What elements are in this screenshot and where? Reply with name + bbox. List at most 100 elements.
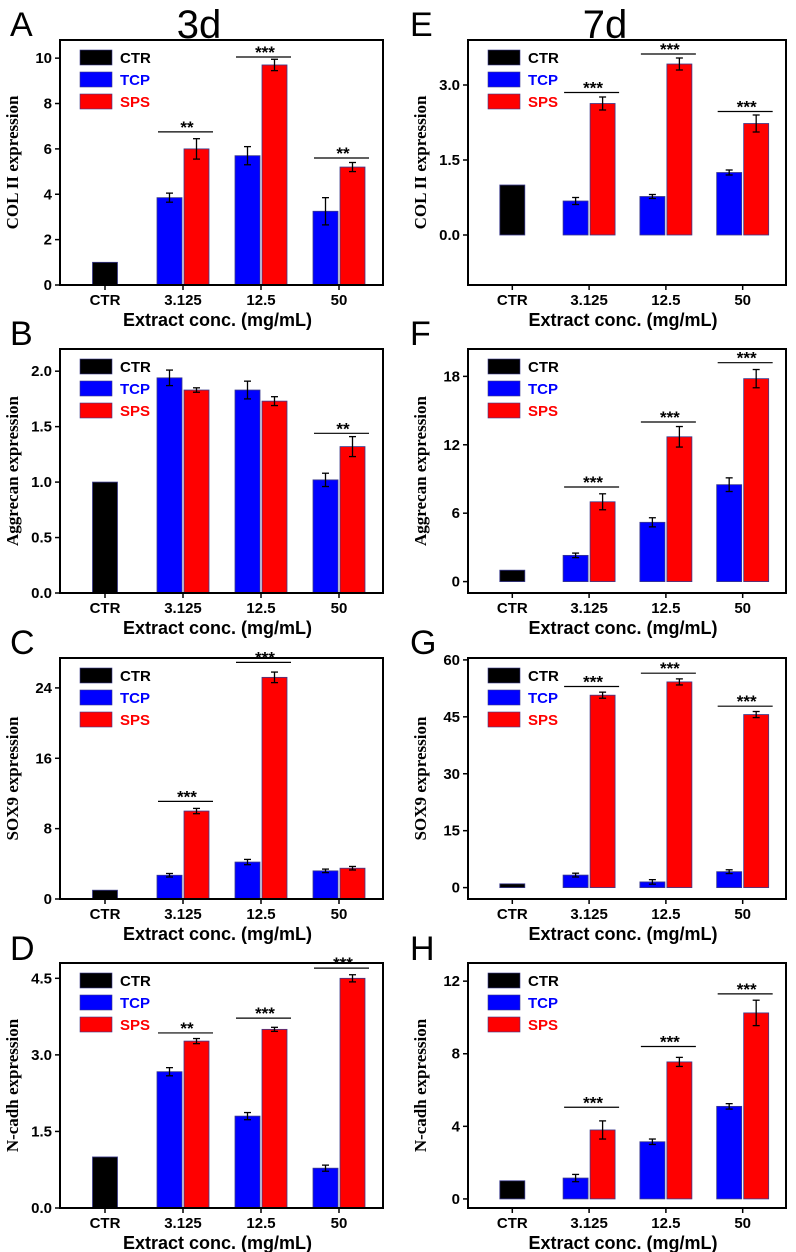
- y-tick-label: 2: [44, 232, 52, 249]
- x-tick-label: 50: [734, 292, 751, 309]
- chart-panel-e: E *** *** *** 0.0 1.5 3.0 CTR 3.125 12.5 50 Extract…: [410, 6, 787, 330]
- y-tick-label: 0.0: [31, 585, 52, 602]
- y-axis-label: SOX9 expression: [411, 716, 430, 840]
- legend-label-ctr: CTR: [528, 359, 559, 376]
- x-tick-label: 50: [734, 906, 751, 923]
- bar-sps-50: [743, 123, 770, 236]
- legend-label-sps: SPS: [528, 712, 558, 729]
- x-axis-label: Extract conc. (mg/mL): [123, 1233, 312, 1252]
- y-axis-label: N-cadh expression: [3, 1018, 22, 1152]
- bar-sps-3.125: [589, 103, 616, 236]
- x-tick-label: 12.5: [246, 1215, 275, 1232]
- x-tick-label: CTR: [90, 600, 121, 617]
- y-axis-label: N-cadh expression: [411, 1018, 430, 1152]
- x-tick-label: 3.125: [570, 292, 608, 309]
- bar-sps-3.125: [183, 810, 210, 900]
- x-tick-label: 3.125: [164, 292, 202, 309]
- legend-label-tcp: TCP: [120, 381, 150, 398]
- x-axis-label: Extract conc. (mg/mL): [528, 310, 717, 330]
- significance-label: ***: [660, 40, 680, 59]
- significance-label: **: [180, 1019, 194, 1038]
- y-tick-label: 2.0: [31, 363, 52, 380]
- panel-letter: D: [10, 930, 35, 968]
- plot-frame: [59, 657, 384, 900]
- bar-sps-50: [339, 977, 366, 1209]
- legend-swatch-ctr: [79, 972, 113, 989]
- y-axis-label: COL II expression: [3, 95, 22, 229]
- legend-swatch-ctr: [487, 972, 521, 989]
- bar-tcp-3.125: [156, 874, 183, 900]
- y-tick-label: 0.0: [31, 1200, 52, 1217]
- legend-label-tcp: TCP: [528, 72, 558, 89]
- y-tick-label: 18: [443, 368, 460, 385]
- y-tick-label: 1.0: [31, 474, 52, 491]
- legend-label-tcp: TCP: [120, 72, 150, 89]
- bar-tcp-50: [716, 484, 743, 582]
- y-tick-label: 0: [452, 574, 460, 591]
- significance-label: ***: [177, 787, 197, 806]
- bar-tcp-3.125: [156, 1071, 183, 1209]
- y-tick-label: 4.5: [31, 970, 52, 987]
- legend-swatch-ctr: [79, 358, 113, 375]
- bar-sps-3.125: [183, 1040, 210, 1209]
- bar-sps-12.5: [666, 681, 693, 889]
- chart-panel-h: H *** *** *** 0 4 8 12 CTR 3.125 12.5 50 Extract con…: [410, 930, 787, 1252]
- significance-label: ***: [583, 1093, 603, 1112]
- bar-tcp-12.5: [234, 389, 261, 594]
- legend-swatch-tcp: [487, 380, 521, 397]
- bar-sps-50: [743, 1012, 770, 1200]
- x-axis-label: Extract conc. (mg/mL): [528, 1233, 717, 1252]
- y-tick-label: 1.5: [31, 419, 52, 436]
- plot-frame: [467, 39, 787, 286]
- legend-swatch-tcp: [79, 71, 113, 88]
- legend-label-sps: SPS: [528, 94, 558, 111]
- bar-sps-3.125: [589, 501, 616, 582]
- legend-swatch-sps: [487, 1016, 521, 1033]
- legend-swatch-tcp: [79, 994, 113, 1011]
- x-tick-label: CTR: [497, 1215, 528, 1232]
- y-tick-label: 0.0: [439, 227, 460, 244]
- significance-label: ***: [660, 408, 680, 427]
- bar-sps-3.125: [183, 148, 210, 286]
- bar-tcp-50: [716, 172, 743, 236]
- x-axis-label: Extract conc. (mg/mL): [123, 618, 312, 638]
- x-tick-label: 50: [331, 1215, 348, 1232]
- bar-tcp-3.125: [156, 377, 183, 594]
- y-tick-label: 8: [44, 96, 52, 113]
- legend-label-sps: SPS: [120, 712, 150, 729]
- bar-tcp-3.125: [562, 200, 589, 236]
- y-tick-label: 12: [443, 973, 460, 990]
- panel-letter: H: [410, 930, 435, 968]
- y-axis-label: Aggrecan expression: [3, 395, 22, 546]
- bar-ctr-CTR: [92, 481, 118, 594]
- significance-label: ***: [255, 1004, 275, 1023]
- bar-tcp-3.125: [562, 554, 589, 582]
- legend-label-tcp: TCP: [120, 690, 150, 707]
- panel-letter: E: [410, 6, 433, 44]
- bar-sps-12.5: [261, 400, 288, 594]
- x-tick-label: 3.125: [570, 906, 608, 923]
- significance-label: ***: [255, 43, 275, 62]
- bar-sps-12.5: [666, 63, 693, 236]
- x-tick-label: 12.5: [651, 292, 680, 309]
- y-tick-label: 0: [44, 277, 52, 294]
- legend-label-ctr: CTR: [120, 50, 151, 67]
- bar-sps-12.5: [666, 436, 693, 582]
- legend-swatch-sps: [79, 1016, 113, 1033]
- x-tick-label: CTR: [90, 292, 121, 309]
- significance-label: ***: [737, 349, 757, 368]
- y-tick-label: 12: [443, 437, 460, 454]
- x-axis-label: Extract conc. (mg/mL): [123, 924, 312, 944]
- bar-ctr-CTR: [92, 261, 118, 286]
- bar-ctr-CTR: [92, 889, 118, 900]
- bar-sps-50: [743, 378, 770, 582]
- significance-label: ***: [737, 692, 757, 711]
- x-axis-label: Extract conc. (mg/mL): [528, 618, 717, 638]
- y-tick-label: 8: [452, 1046, 460, 1063]
- x-tick-label: 50: [734, 600, 751, 617]
- y-tick-label: 30: [443, 766, 460, 783]
- x-tick-label: 3.125: [570, 1215, 608, 1232]
